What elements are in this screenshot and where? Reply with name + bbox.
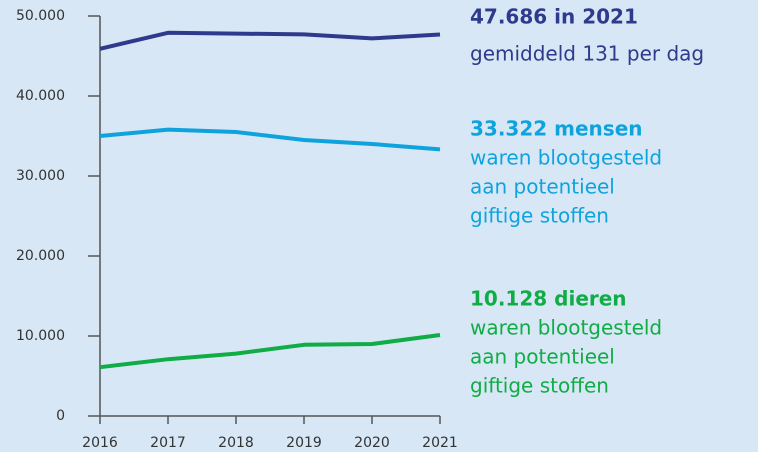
annotation-line: waren blootgesteld xyxy=(470,316,662,340)
annotation-line: giftige stoffen xyxy=(470,374,609,398)
x-tick-label: 2017 xyxy=(150,435,186,451)
annotation-line: gemiddeld 131 per dag xyxy=(470,42,704,66)
annotation-line: aan potentieel xyxy=(470,345,615,369)
x-tick-label: 2019 xyxy=(286,435,322,451)
series-line xyxy=(99,30,441,51)
y-tick-label: 0 xyxy=(56,408,65,424)
x-tick-label: 2021 xyxy=(422,435,458,451)
y-tick-label: 20.000 xyxy=(16,248,65,264)
annotation-line: giftige stoffen xyxy=(470,204,609,228)
annotation-title: 47.686 in 2021 xyxy=(470,5,638,29)
x-tick-label: 2016 xyxy=(82,435,118,451)
annotation-title: 10.128 dieren xyxy=(470,287,627,311)
annotation-title: 33.322 mensen xyxy=(470,117,643,141)
y-tick-label: 50.000 xyxy=(16,8,65,24)
series-line xyxy=(99,332,441,370)
annotation-line: aan potentieel xyxy=(470,175,615,199)
series-line xyxy=(99,127,441,152)
y-tick-label: 10.000 xyxy=(16,328,65,344)
y-tick-label: 30.000 xyxy=(16,168,65,184)
annotation-line: waren blootgesteld xyxy=(470,146,662,170)
y-tick-label: 40.000 xyxy=(16,88,65,104)
x-tick-label: 2020 xyxy=(354,435,390,451)
x-tick-label: 2018 xyxy=(218,435,254,451)
